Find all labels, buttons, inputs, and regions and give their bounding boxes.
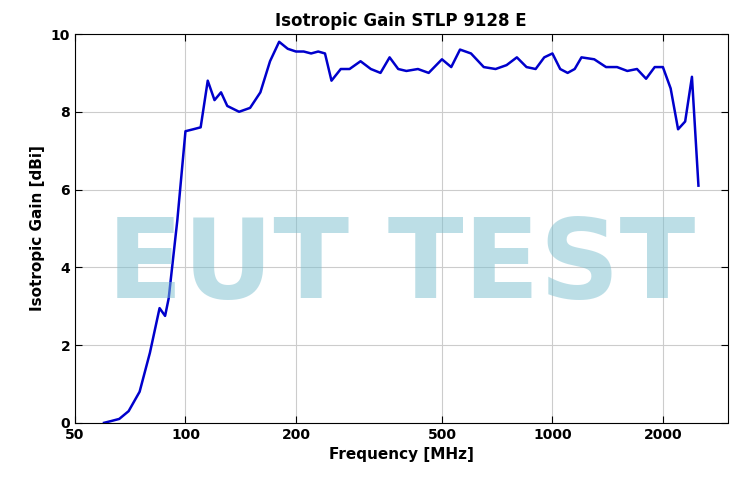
Title: Isotropic Gain STLP 9128 E: Isotropic Gain STLP 9128 E <box>275 12 527 30</box>
Text: EUT TEST: EUT TEST <box>107 214 695 321</box>
X-axis label: Frequency [MHz]: Frequency [MHz] <box>328 447 474 462</box>
Y-axis label: Isotropic Gain [dBi]: Isotropic Gain [dBi] <box>30 145 45 312</box>
